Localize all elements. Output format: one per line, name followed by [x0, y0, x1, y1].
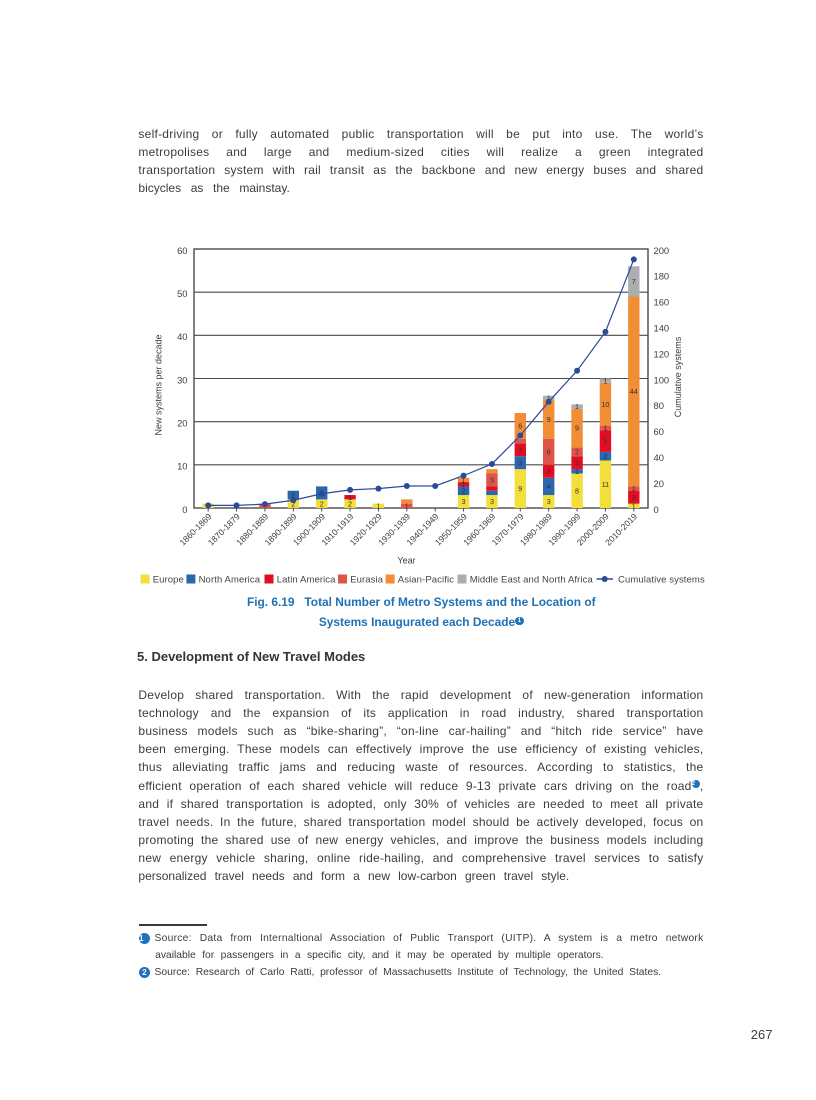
svg-text:2: 2	[291, 499, 295, 508]
svg-text:2: 2	[462, 486, 466, 495]
svg-text:7: 7	[632, 277, 636, 286]
svg-text:30: 30	[177, 374, 187, 385]
svg-text:4: 4	[547, 482, 551, 491]
svg-text:180: 180	[654, 271, 670, 282]
svg-text:3: 3	[547, 497, 551, 506]
svg-text:Middle East and North Africa: Middle East and North Africa	[470, 575, 594, 586]
svg-text:120: 120	[654, 348, 670, 359]
svg-text:Latin America: Latin America	[277, 575, 336, 586]
svg-text:3: 3	[632, 493, 636, 502]
svg-text:1: 1	[603, 376, 607, 385]
svg-text:1: 1	[632, 501, 636, 510]
svg-text:40: 40	[177, 331, 187, 342]
svg-text:140: 140	[654, 323, 670, 334]
svg-text:0: 0	[182, 504, 187, 515]
svg-text:8: 8	[575, 486, 579, 495]
svg-text:New systems per decade: New systems per decade	[154, 334, 164, 435]
svg-text:160: 160	[654, 297, 670, 308]
svg-text:3: 3	[462, 497, 466, 506]
svg-text:1: 1	[348, 493, 352, 502]
svg-text:20: 20	[177, 417, 187, 428]
svg-text:0: 0	[654, 504, 659, 515]
svg-text:3: 3	[490, 476, 494, 485]
svg-text:200: 200	[654, 245, 670, 256]
svg-text:Year: Year	[397, 556, 415, 566]
svg-text:Europe: Europe	[153, 575, 184, 586]
svg-text:20: 20	[654, 478, 664, 489]
svg-text:2: 2	[348, 499, 352, 508]
svg-text:3: 3	[547, 467, 551, 476]
svg-text:1: 1	[547, 394, 551, 403]
svg-text:44: 44	[630, 387, 638, 396]
svg-text:50: 50	[177, 288, 187, 299]
svg-text:11: 11	[602, 480, 609, 489]
svg-text:North America: North America	[199, 575, 261, 586]
svg-text:2: 2	[575, 447, 579, 456]
svg-text:40: 40	[654, 452, 664, 463]
svg-text:2: 2	[603, 452, 607, 461]
svg-text:9: 9	[575, 424, 579, 433]
svg-text:6: 6	[547, 447, 551, 456]
svg-text:60: 60	[654, 426, 664, 437]
svg-text:1: 1	[376, 501, 380, 510]
svg-text:1: 1	[575, 402, 579, 411]
svg-text:1: 1	[575, 467, 579, 476]
svg-text:1: 1	[462, 476, 466, 485]
svg-text:2: 2	[320, 499, 324, 508]
svg-text:5: 5	[603, 437, 607, 446]
svg-text:1: 1	[462, 480, 466, 489]
svg-text:3: 3	[518, 458, 522, 467]
svg-text:9: 9	[518, 484, 522, 493]
svg-text:Cumulative systems: Cumulative systems	[673, 336, 683, 417]
svg-text:Cumulative systems: Cumulative systems	[618, 575, 705, 586]
svg-text:100: 100	[654, 374, 670, 385]
svg-text:60: 60	[177, 245, 187, 256]
svg-text:6: 6	[518, 422, 522, 431]
svg-text:10: 10	[601, 400, 609, 409]
svg-text:1: 1	[603, 424, 607, 433]
svg-text:3: 3	[575, 458, 579, 467]
svg-text:9: 9	[547, 415, 551, 424]
svg-text:1: 1	[632, 484, 636, 493]
svg-text:1: 1	[405, 501, 409, 510]
svg-text:10: 10	[177, 461, 187, 472]
svg-text:3: 3	[490, 497, 494, 506]
svg-text:3: 3	[518, 445, 522, 454]
svg-text:Eurasia: Eurasia	[350, 575, 384, 586]
svg-text:2: 2	[291, 491, 295, 500]
svg-text:Asian-Pacific: Asian-Pacific	[398, 575, 454, 586]
svg-text:80: 80	[654, 400, 664, 411]
